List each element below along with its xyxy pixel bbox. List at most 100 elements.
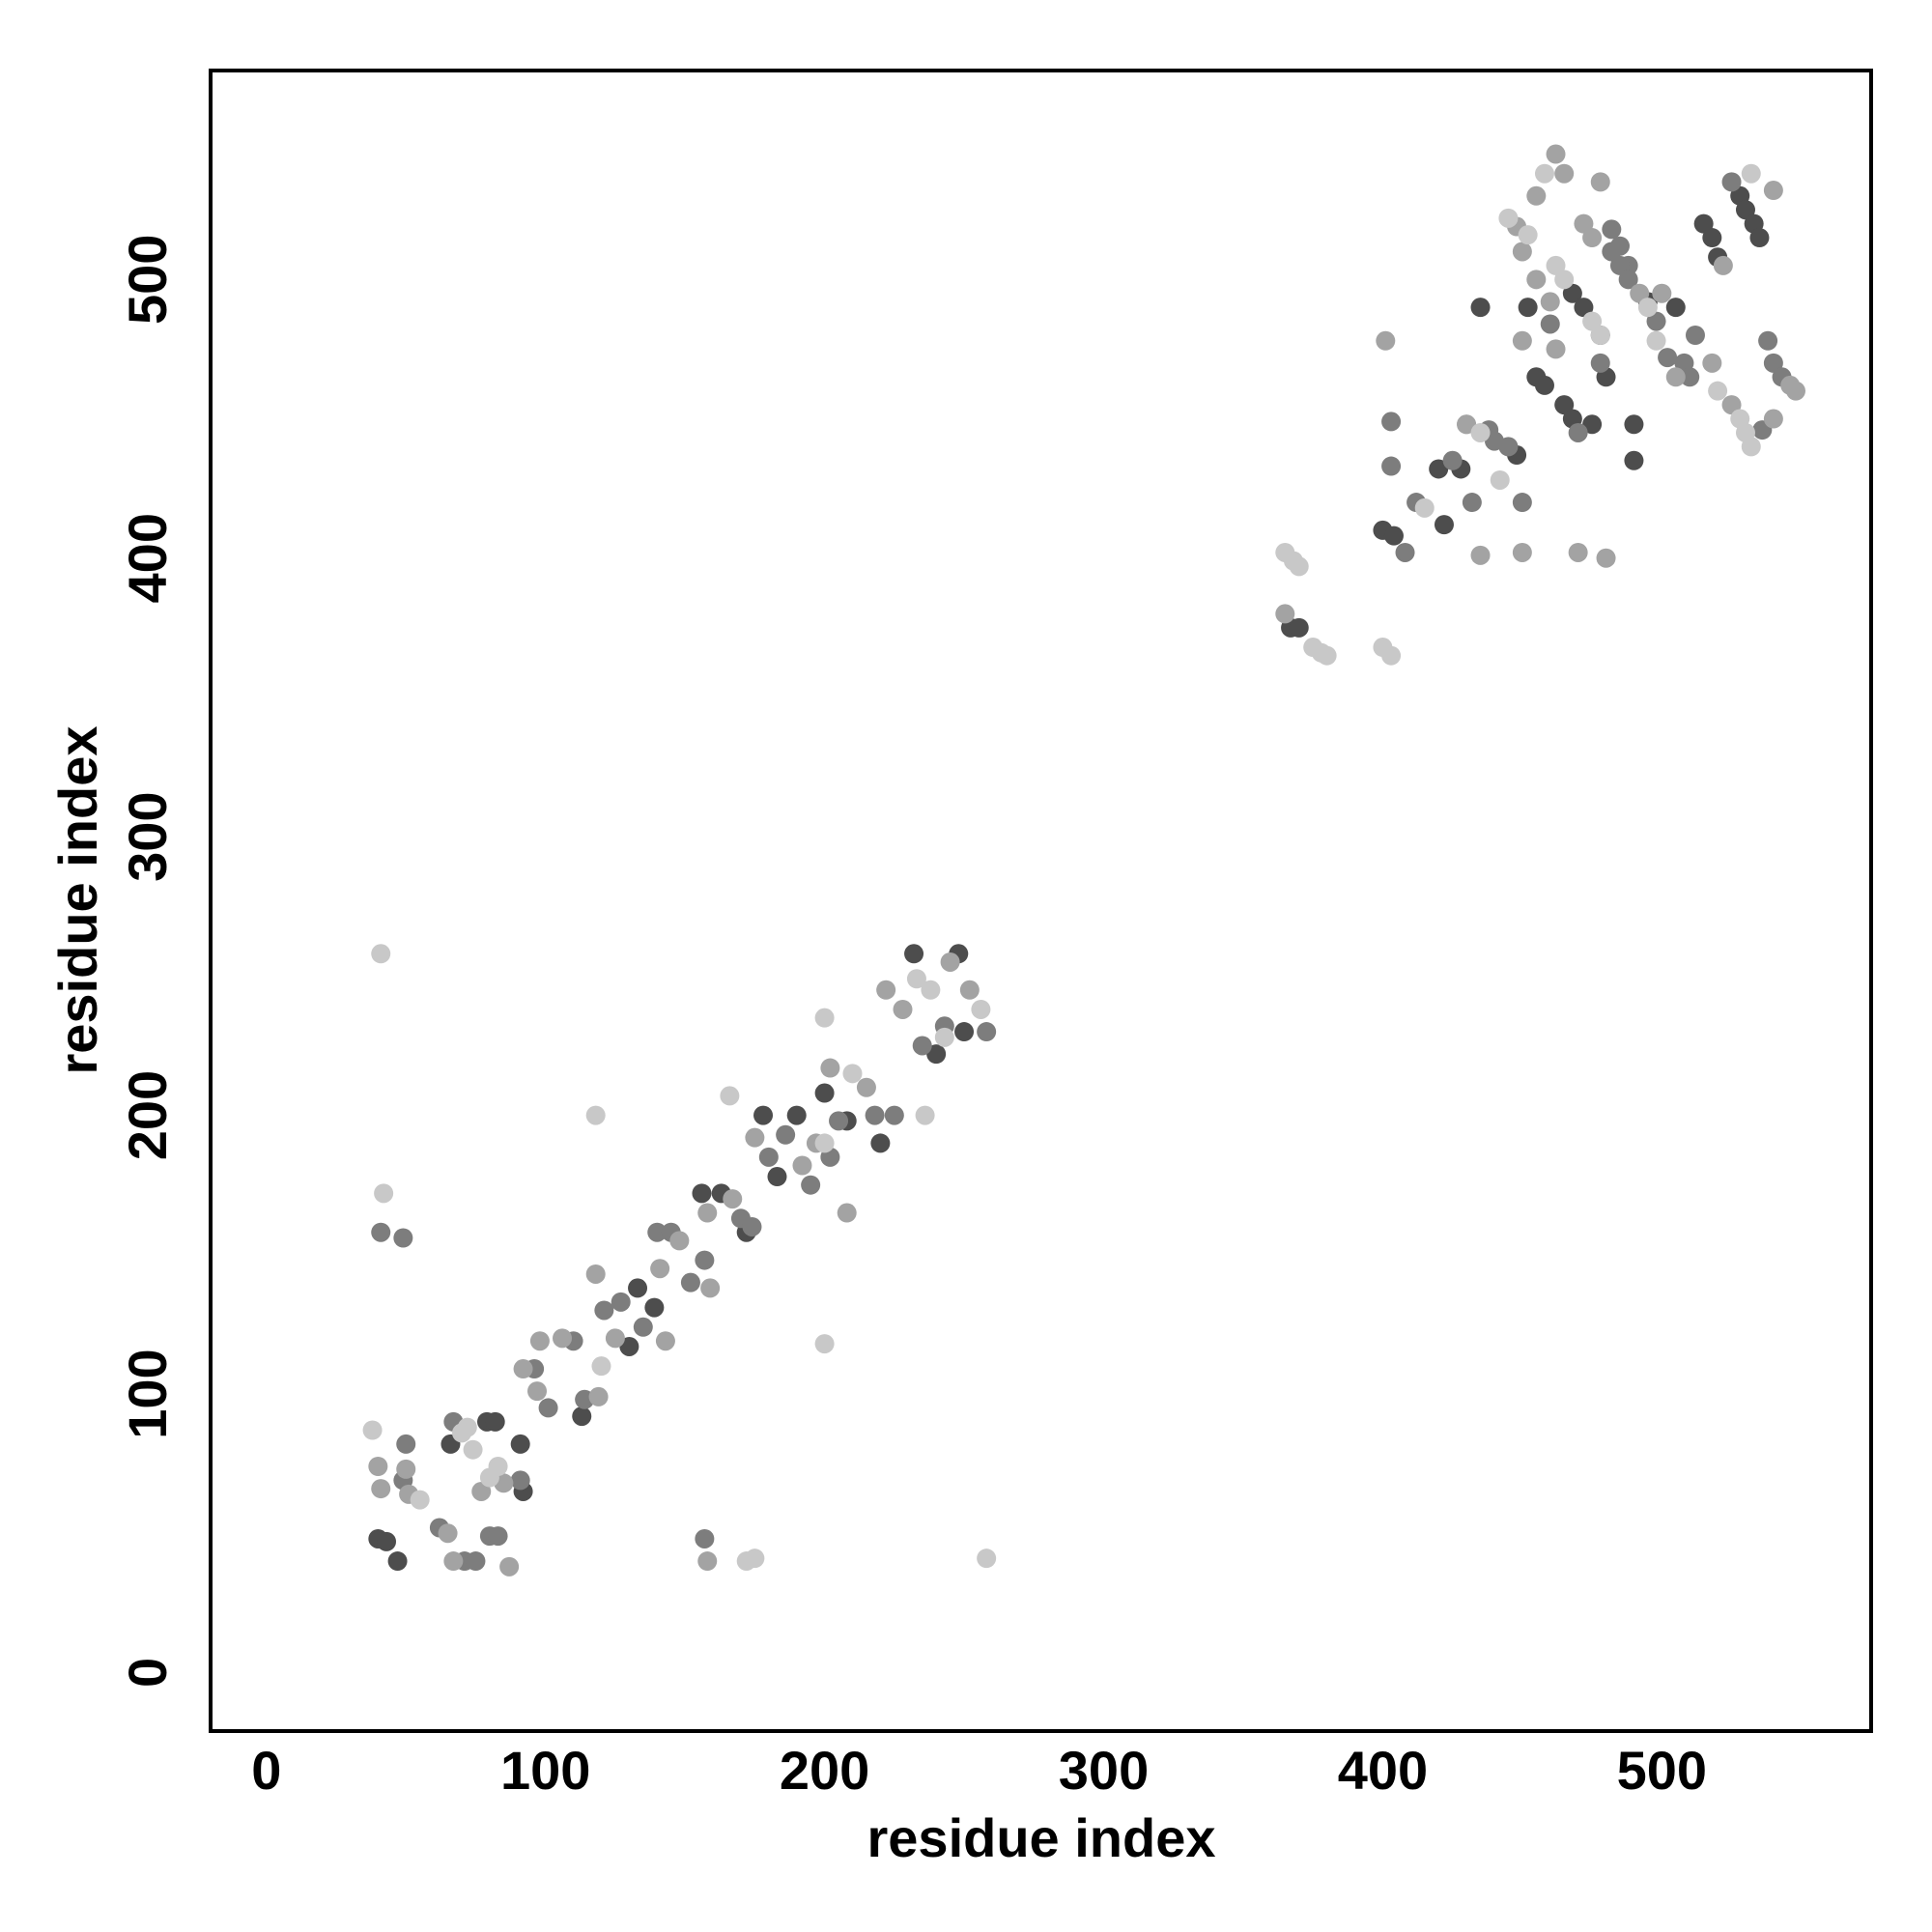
point — [1693, 213, 1714, 234]
point — [1741, 163, 1761, 184]
point — [1582, 228, 1603, 248]
point — [720, 1086, 740, 1106]
point — [814, 1334, 835, 1354]
point — [669, 1231, 690, 1251]
point — [594, 1300, 614, 1321]
point — [1512, 542, 1532, 562]
point — [1498, 437, 1519, 457]
point — [1381, 412, 1402, 432]
point — [971, 999, 991, 1019]
point — [814, 1133, 835, 1153]
point — [510, 1434, 530, 1454]
point — [876, 980, 896, 1000]
point — [1554, 270, 1575, 290]
point — [977, 1022, 997, 1042]
point — [371, 1479, 391, 1499]
point — [1381, 456, 1402, 476]
point — [527, 1381, 548, 1402]
point — [893, 999, 913, 1019]
point — [1741, 437, 1761, 457]
point — [1702, 228, 1722, 248]
point — [513, 1359, 533, 1379]
point — [767, 1167, 787, 1187]
point — [605, 1328, 625, 1349]
point — [865, 1105, 885, 1125]
point — [1289, 617, 1309, 638]
point — [1442, 450, 1463, 470]
point — [585, 1105, 606, 1125]
point — [700, 1278, 721, 1298]
point — [443, 1551, 464, 1572]
y-tick-label: 100 — [117, 1349, 178, 1438]
point — [753, 1105, 774, 1125]
x-tick-label: 400 — [1338, 1740, 1428, 1801]
point — [1512, 242, 1532, 262]
point — [371, 1222, 391, 1242]
point — [1596, 548, 1616, 568]
point — [1383, 526, 1404, 546]
point — [387, 1551, 408, 1572]
point — [1685, 326, 1705, 346]
point — [457, 1417, 477, 1437]
x-tick-label: 500 — [1617, 1740, 1707, 1801]
point — [926, 1044, 947, 1065]
point — [1540, 292, 1560, 312]
point — [510, 1470, 530, 1491]
point — [1490, 469, 1510, 490]
point — [368, 1456, 388, 1476]
point — [633, 1317, 653, 1337]
point — [856, 1077, 876, 1097]
point — [906, 969, 926, 989]
point — [1658, 348, 1678, 368]
x-tick-label: 100 — [500, 1740, 590, 1801]
point — [396, 1459, 416, 1479]
point — [814, 1083, 835, 1103]
point — [410, 1490, 430, 1510]
point — [588, 1386, 609, 1406]
point — [1590, 326, 1610, 346]
point — [1546, 339, 1566, 359]
point — [619, 1336, 639, 1356]
point — [1721, 395, 1742, 415]
point — [912, 1036, 932, 1056]
y-tick-label: 300 — [117, 791, 178, 881]
point — [647, 1222, 668, 1242]
point — [1518, 225, 1538, 245]
point — [1434, 515, 1454, 535]
point — [792, 1155, 812, 1176]
point — [1381, 645, 1402, 666]
point — [1713, 255, 1733, 275]
point — [362, 1420, 383, 1440]
point — [1763, 409, 1783, 429]
point — [776, 1124, 796, 1145]
point — [1568, 422, 1588, 442]
point — [499, 1556, 520, 1577]
point — [628, 1278, 648, 1298]
point — [680, 1272, 700, 1293]
point — [801, 1175, 821, 1195]
point — [1546, 255, 1566, 275]
point — [1289, 556, 1309, 577]
point — [692, 1183, 712, 1204]
point — [374, 1183, 394, 1204]
point — [1470, 545, 1491, 565]
point — [1429, 459, 1449, 479]
point — [1317, 645, 1337, 666]
x-axis-title: residue index — [867, 1807, 1215, 1868]
point — [377, 1531, 397, 1551]
point — [1395, 542, 1415, 562]
point — [1518, 298, 1538, 318]
plot-frame — [209, 69, 1873, 1733]
point — [1646, 311, 1666, 331]
point — [1582, 414, 1603, 435]
point — [758, 1147, 779, 1167]
point — [940, 952, 960, 972]
point — [1462, 493, 1482, 513]
point — [870, 1133, 891, 1153]
point — [814, 1008, 835, 1028]
point — [786, 1105, 807, 1125]
point — [611, 1292, 631, 1312]
point — [1376, 330, 1396, 351]
point — [842, 1064, 863, 1084]
